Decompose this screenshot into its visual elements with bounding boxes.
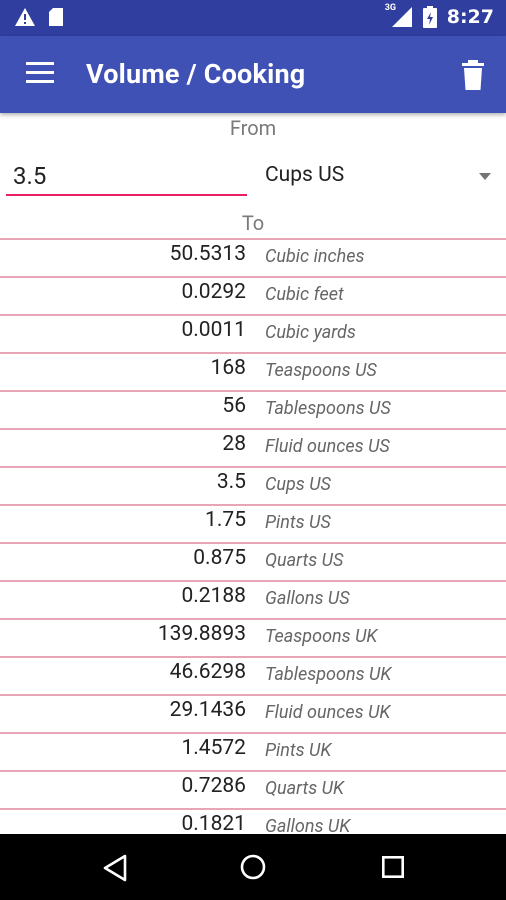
result-unit: Gallons UK <box>265 816 351 834</box>
result-unit: Quarts US <box>265 550 344 571</box>
result-row: 3.5 Cups US <box>0 466 506 504</box>
trash-icon[interactable] <box>461 60 485 90</box>
sd-card-icon <box>49 8 63 26</box>
result-row: 0.0011 Cubic yards <box>0 314 506 352</box>
result-value: 1.75 <box>205 508 246 532</box>
status-time: 8:27 <box>446 6 494 28</box>
results-list[interactable]: 50.5313 Cubic inches 0.0292 Cubic feet 0… <box>0 238 506 834</box>
result-unit: Cubic inches <box>265 246 365 267</box>
result-unit: Cups US <box>265 474 331 495</box>
result-row: 29.1436 Fluid ounces UK <box>0 694 506 732</box>
from-label: From <box>229 116 277 140</box>
result-value: 168 <box>210 356 246 380</box>
result-row: 0.2188 Gallons US <box>0 580 506 618</box>
result-value: 1.4572 <box>181 736 246 760</box>
to-label: To <box>241 211 265 235</box>
result-row: 46.6298 Tablespoons UK <box>0 656 506 694</box>
from-unit-dropdown[interactable]: Cups US <box>265 160 505 194</box>
result-unit: Fluid ounces US <box>265 436 390 457</box>
battery-icon <box>422 6 437 28</box>
result-unit: Fluid ounces UK <box>265 702 391 723</box>
result-unit: Pints UK <box>265 740 332 761</box>
result-value: 0.875 <box>193 546 246 570</box>
value-input[interactable] <box>6 158 247 196</box>
result-unit: Cubic feet <box>265 284 344 305</box>
result-value: 0.7286 <box>181 774 246 798</box>
result-value: 46.6298 <box>169 660 246 684</box>
result-unit: Quarts UK <box>265 778 344 799</box>
result-value: 3.5 <box>216 470 246 494</box>
signal-icon <box>391 7 412 27</box>
result-unit: Tablespoons US <box>265 398 391 419</box>
result-row: 56 Tablespoons US <box>0 390 506 428</box>
result-row: 0.1821 Gallons UK <box>0 808 506 834</box>
result-value: 50.5313 <box>169 242 246 266</box>
result-row: 0.875 Quarts US <box>0 542 506 580</box>
result-row: 168 Teaspoons US <box>0 352 506 390</box>
network-type-label: 3G <box>384 3 397 13</box>
result-value: 139.8893 <box>157 622 246 646</box>
recents-icon[interactable] <box>382 856 404 878</box>
result-row: 28 Fluid ounces US <box>0 428 506 466</box>
result-unit: Gallons US <box>265 588 350 609</box>
result-row: 50.5313 Cubic inches <box>0 238 506 276</box>
result-value: 56 <box>222 394 246 418</box>
result-unit: Teaspoons UK <box>265 626 378 647</box>
result-row: 1.4572 Pints UK <box>0 732 506 770</box>
result-value: 0.0292 <box>181 280 246 304</box>
result-value: 28 <box>222 432 246 456</box>
back-icon[interactable] <box>102 854 128 882</box>
result-row: 0.0292 Cubic feet <box>0 276 506 314</box>
status-bar: 3G 8:27 <box>0 0 506 36</box>
result-value: 0.2188 <box>181 584 246 608</box>
result-row: 139.8893 Teaspoons UK <box>0 618 506 656</box>
navigation-bar <box>0 834 506 900</box>
page-title: Volume / Cooking <box>86 58 306 90</box>
app-bar: Volume / Cooking <box>0 36 506 113</box>
result-unit: Teaspoons US <box>265 360 377 381</box>
home-icon[interactable] <box>240 854 266 880</box>
result-row: 0.7286 Quarts UK <box>0 770 506 808</box>
result-value: 29.1436 <box>169 698 246 722</box>
result-value: 0.1821 <box>181 812 246 834</box>
warning-icon <box>15 8 35 26</box>
from-unit-label: Cups US <box>265 163 345 187</box>
result-row: 1.75 Pints US <box>0 504 506 542</box>
dropdown-arrow-icon <box>479 173 491 180</box>
result-unit: Pints US <box>265 512 331 533</box>
result-value: 0.0011 <box>181 318 246 342</box>
result-unit: Cubic yards <box>265 322 356 343</box>
result-unit: Tablespoons UK <box>265 664 392 685</box>
menu-icon[interactable] <box>26 62 54 84</box>
